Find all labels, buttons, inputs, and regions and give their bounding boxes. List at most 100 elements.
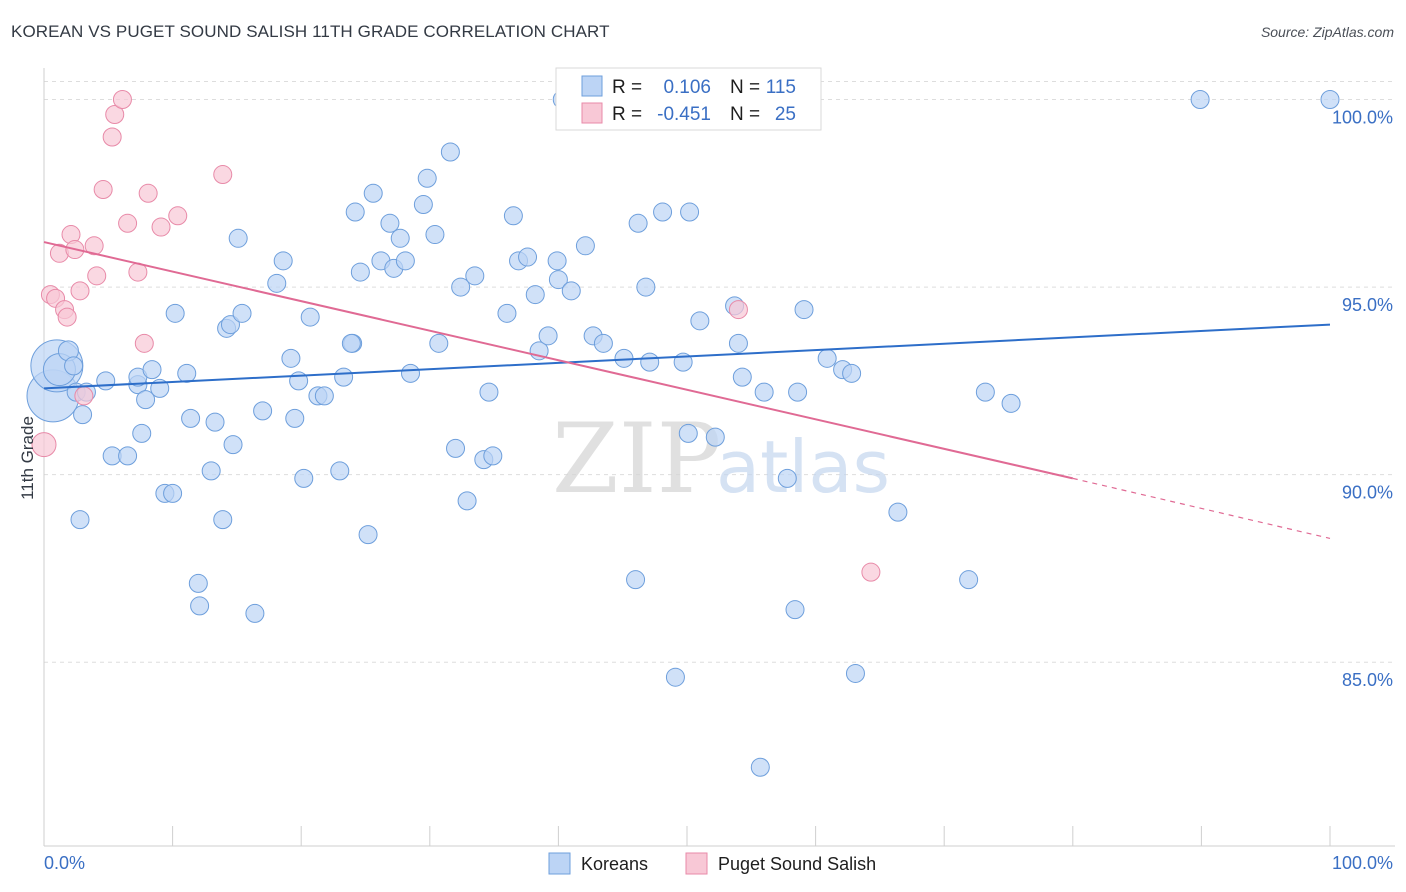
korean-point <box>665 667 685 687</box>
korean-point <box>440 142 460 162</box>
salish-point <box>57 307 77 327</box>
korean-point <box>281 348 301 368</box>
korean-point <box>188 573 208 593</box>
korean-point <box>959 570 979 590</box>
salish-point <box>87 266 107 286</box>
korean-point <box>975 382 995 402</box>
salish-r-label: R = <box>612 104 642 125</box>
x-tick-label: 100.0% <box>1332 853 1393 873</box>
korean-point <box>653 202 673 222</box>
grid-lines <box>44 81 1395 663</box>
korean-point <box>888 502 908 522</box>
korean-point <box>64 356 84 376</box>
axes <box>43 68 1395 847</box>
korean-point <box>181 408 201 428</box>
korean-point <box>788 382 808 402</box>
korean-point <box>380 213 400 233</box>
korean-point <box>561 281 581 301</box>
korean-point <box>334 367 354 387</box>
korean-point <box>395 251 415 271</box>
korean-point <box>446 438 466 458</box>
korean-point <box>732 367 752 387</box>
korean-point <box>223 435 243 455</box>
korean-point <box>341 333 361 353</box>
salish-point <box>102 127 122 147</box>
korean-point <box>136 390 156 410</box>
watermark-zip: ZIP <box>552 403 721 515</box>
korean-point <box>817 348 837 368</box>
korean-point <box>785 600 805 620</box>
koreans-trend-line <box>43 323 1331 390</box>
korean-point <box>777 468 797 488</box>
salish-point <box>118 213 138 233</box>
korean-point <box>300 307 320 327</box>
korean-point <box>728 333 748 353</box>
korean-point <box>413 195 433 215</box>
korean-point <box>417 168 437 188</box>
legend-swatch-puget-sound-salish[interactable] <box>685 852 708 875</box>
korean-point <box>640 352 660 372</box>
bottom-legend: Koreans Puget Sound Salish <box>548 852 876 875</box>
korean-point <box>794 300 814 320</box>
korean-point <box>390 228 410 248</box>
salish-point <box>84 236 104 256</box>
korean-point <box>314 386 334 406</box>
salish-point <box>93 180 113 200</box>
korean-point <box>294 468 314 488</box>
korean-point <box>575 236 595 256</box>
salish-point <box>861 562 881 582</box>
korean-point <box>232 303 252 323</box>
korean-point <box>465 266 485 286</box>
korean-point <box>690 311 710 331</box>
korean-point <box>547 251 567 271</box>
y-tick-label: 95.0% <box>1342 295 1393 315</box>
korean-point <box>70 510 90 530</box>
salish-point <box>112 90 132 110</box>
korean-point <box>842 363 862 383</box>
salish-point <box>213 165 233 185</box>
salish-point <box>31 432 57 458</box>
korean-point <box>358 525 378 545</box>
salish-n-label: N = <box>730 104 760 125</box>
chart-title: KOREAN VS PUGET SOUND SALISH 11TH GRADE … <box>11 22 610 41</box>
korean-point <box>142 360 162 380</box>
puget-sound-salish-points <box>31 90 881 582</box>
korean-point <box>628 213 648 233</box>
korean-point <box>678 423 698 443</box>
korean-point <box>253 401 273 421</box>
y-tick-labels: 85.0% 90.0% 95.0% 100.0% <box>1332 108 1393 691</box>
x-tick-labels: 0.0% 100.0% <box>44 853 1393 873</box>
korean-point <box>845 663 865 683</box>
watermark-atlas: atlas <box>716 425 890 509</box>
y-tick-label: 85.0% <box>1342 670 1393 690</box>
korean-point <box>228 228 248 248</box>
korean-point <box>429 333 449 353</box>
korean-point <box>518 247 538 267</box>
korean-point <box>245 603 265 623</box>
korean-point <box>73 405 93 425</box>
korean-point <box>483 446 503 466</box>
salish-trend-line <box>43 241 1074 480</box>
korean-point <box>220 315 240 335</box>
korean-point <box>451 277 471 297</box>
legend-swatch-koreans[interactable] <box>548 852 571 875</box>
korean-point <box>1320 90 1340 110</box>
legend-label-puget-sound-salish[interactable]: Puget Sound Salish <box>718 854 876 874</box>
korean-point <box>190 596 210 616</box>
legend-label-koreans[interactable]: Koreans <box>581 854 648 874</box>
korean-point <box>538 326 558 346</box>
korean-point <box>1190 90 1210 110</box>
salish-point <box>134 333 154 353</box>
korean-point <box>479 382 499 402</box>
korean-point <box>593 333 613 353</box>
koreans-r-label: R = <box>612 77 642 98</box>
stats-legend: R = 0.106 N = 115 R = -0.451 N = 25 <box>555 67 822 131</box>
korean-point <box>636 277 656 297</box>
salish-r-value: -0.451 <box>657 104 711 125</box>
korean-point <box>345 202 365 222</box>
trend-lines <box>43 241 1331 539</box>
salish-point <box>168 206 188 226</box>
korean-point <box>754 382 774 402</box>
koreans-n-label: N = <box>730 77 760 98</box>
